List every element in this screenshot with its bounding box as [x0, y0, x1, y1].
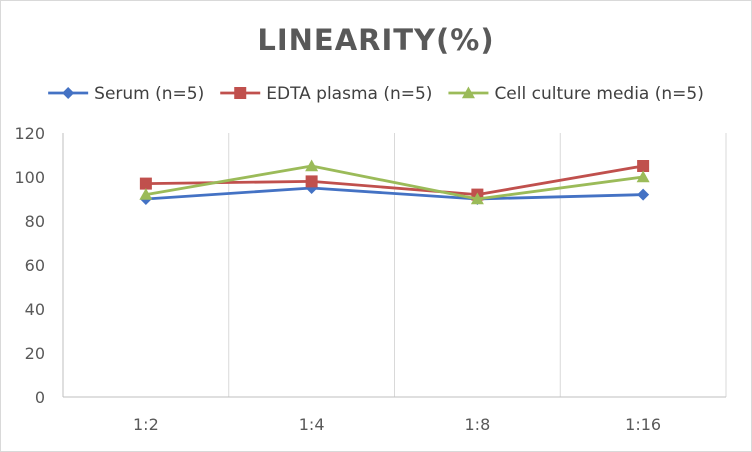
data-point	[637, 160, 650, 172]
y-tick-label: 80	[25, 212, 45, 231]
y-tick-label: 100	[14, 168, 45, 187]
series-line	[144, 164, 645, 197]
series-line	[144, 164, 645, 201]
data-point	[139, 188, 153, 200]
legend-label: Serum (n=5)	[94, 84, 204, 104]
x-tick-label: 1:8	[465, 415, 491, 434]
data-point	[470, 192, 484, 205]
legend-marker	[62, 87, 75, 99]
legend-marker	[461, 86, 475, 99]
y-axis-ticks: 0 20 40 60 80 100 120	[14, 124, 45, 407]
chart-title: LINEARITY(%)	[257, 23, 494, 57]
legend-label: Cell culture media (n=5)	[494, 84, 703, 104]
y-tick-label: 60	[25, 256, 45, 275]
data-point	[637, 188, 650, 201]
series-triangle	[139, 159, 650, 205]
data-point	[636, 170, 650, 183]
y-tick-label: 20	[25, 344, 45, 363]
y-tick-label: 0	[35, 388, 45, 407]
data-point	[305, 159, 319, 172]
y-tick-label: 40	[25, 300, 45, 319]
legend-item: Serum (n=5)	[48, 84, 204, 104]
series-line	[144, 186, 645, 201]
data-point	[305, 175, 318, 188]
legend-item: EDTA plasma (n=5)	[220, 84, 432, 104]
grid	[62, 133, 727, 398]
x-tick-label: 1:4	[299, 415, 325, 434]
legend-item: Cell culture media (n=5)	[448, 84, 704, 104]
x-axis-ticks: 1:2 1:4 1:8 1:16	[133, 415, 661, 434]
x-tick-label: 1:2	[133, 415, 159, 434]
series-group	[139, 159, 650, 205]
legend-label: EDTA plasma (n=5)	[266, 84, 432, 104]
y-tick-label: 120	[14, 124, 45, 143]
x-tick-label: 1:16	[625, 415, 661, 434]
data-point	[139, 177, 152, 190]
legend-marker	[234, 87, 247, 99]
legend: Serum (n=5) EDTA plasma (n=5) Cell culture…	[48, 84, 704, 104]
